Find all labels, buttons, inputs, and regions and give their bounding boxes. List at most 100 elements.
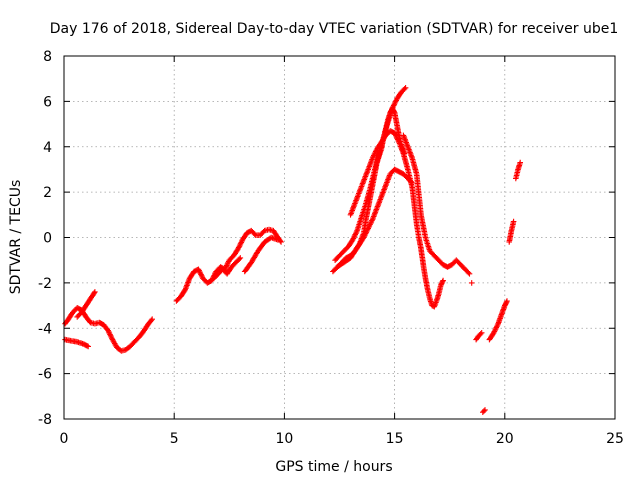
y-tick-label: -8 xyxy=(38,412,52,428)
data-point xyxy=(107,331,113,338)
data-point xyxy=(494,323,500,330)
x-tick-label: 20 xyxy=(496,431,514,447)
data-point xyxy=(493,324,500,331)
data-point xyxy=(224,261,231,267)
data-point xyxy=(491,328,498,335)
data-point xyxy=(468,280,475,286)
series-arc3 xyxy=(74,289,98,320)
data-point xyxy=(105,329,112,335)
series-arc5 xyxy=(211,255,244,282)
y-tick-label: -4 xyxy=(38,321,52,337)
x-tick-label: 25 xyxy=(606,431,624,447)
data-point xyxy=(84,343,90,349)
data-point xyxy=(237,242,243,248)
data-point xyxy=(196,267,202,274)
data-point xyxy=(351,234,357,240)
data-point xyxy=(394,135,400,142)
data-point xyxy=(277,238,284,244)
x-tick-label: 0 xyxy=(60,431,69,447)
data-point xyxy=(364,226,371,233)
series-arc12 xyxy=(468,280,475,286)
data-point xyxy=(106,330,113,336)
data-point xyxy=(237,240,244,247)
data-point xyxy=(223,263,229,270)
data-point xyxy=(148,317,155,324)
y-tick-label: 4 xyxy=(43,140,52,156)
data-point xyxy=(517,159,523,166)
data-point xyxy=(350,235,357,242)
data-point xyxy=(494,322,501,328)
data-point xyxy=(369,217,375,224)
axis-ticks xyxy=(63,55,616,420)
data-point xyxy=(394,136,401,143)
data-point xyxy=(275,237,281,243)
data-point xyxy=(510,218,517,225)
x-tick-label: 15 xyxy=(386,431,404,447)
data-point xyxy=(391,130,398,136)
data-point xyxy=(402,85,409,91)
data-point xyxy=(372,148,379,155)
data-point xyxy=(353,229,360,235)
data-point xyxy=(349,237,356,243)
data-point xyxy=(363,229,370,236)
data-point xyxy=(235,244,242,251)
data-point xyxy=(365,225,371,232)
series-arc4 xyxy=(173,226,284,304)
data-point xyxy=(439,278,446,285)
data-point xyxy=(353,230,359,237)
data-point xyxy=(393,134,400,140)
series-arc10 xyxy=(347,128,446,310)
data-point xyxy=(236,256,242,262)
data-point xyxy=(466,271,473,277)
data-point xyxy=(362,230,369,237)
data-point xyxy=(465,269,472,276)
data-point xyxy=(401,86,408,92)
data-point xyxy=(236,243,243,250)
data-point xyxy=(371,152,377,159)
series-arc16 xyxy=(506,218,517,245)
data-points xyxy=(62,85,523,415)
data-point xyxy=(440,277,446,284)
data-point xyxy=(392,100,398,106)
data-point xyxy=(92,289,98,295)
series-arc1 xyxy=(62,305,155,354)
y-tick-label: 6 xyxy=(43,94,52,110)
data-point xyxy=(361,233,368,239)
data-point xyxy=(390,102,397,109)
data-point xyxy=(109,335,115,342)
data-point xyxy=(107,332,114,339)
x-tick-label: 10 xyxy=(275,431,293,447)
series-arc11 xyxy=(400,132,473,277)
data-point xyxy=(352,231,358,238)
data-point xyxy=(368,219,375,225)
data-point xyxy=(491,330,497,336)
data-point xyxy=(367,221,373,228)
data-point xyxy=(237,255,244,261)
data-point xyxy=(391,101,398,108)
series-arc2 xyxy=(62,336,91,350)
data-point xyxy=(369,155,376,161)
data-point xyxy=(362,232,368,238)
data-point xyxy=(393,132,399,139)
x-tick-labels: 0 5 10 15 20 25 xyxy=(60,431,624,447)
data-point xyxy=(195,266,202,273)
series-arc13 xyxy=(473,330,485,343)
x-axis-label: GPS time / hours xyxy=(275,459,392,475)
data-point xyxy=(364,228,370,234)
data-point xyxy=(478,330,485,336)
data-point xyxy=(492,327,498,333)
data-point xyxy=(234,247,241,253)
data-point xyxy=(181,288,188,294)
y-tick-labels: -8 -6 -4 -2 0 2 4 6 8 xyxy=(38,49,52,428)
data-point xyxy=(390,104,396,110)
data-point xyxy=(481,408,487,414)
data-point xyxy=(197,270,204,276)
data-point xyxy=(395,138,402,144)
series-arc17 xyxy=(513,159,523,182)
series-arc14 xyxy=(480,407,488,415)
data-point xyxy=(149,316,155,322)
data-point xyxy=(105,327,111,334)
data-point xyxy=(392,98,399,105)
data-point xyxy=(392,131,398,138)
